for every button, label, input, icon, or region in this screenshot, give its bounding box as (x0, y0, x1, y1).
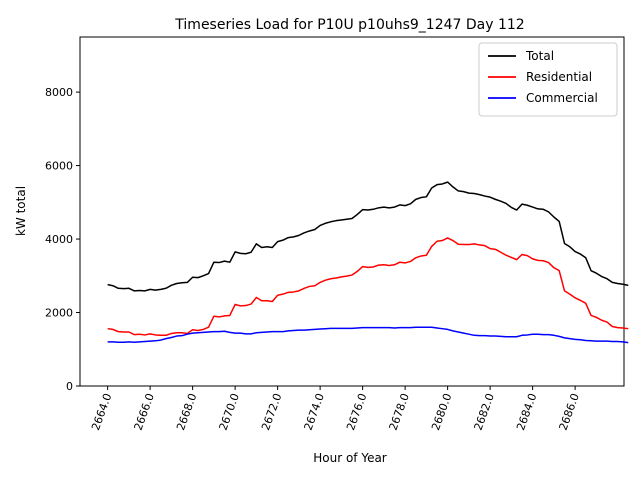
x-tick-label: 2674.0 (302, 392, 327, 433)
x-tick-label: 2672.0 (259, 392, 284, 433)
legend: Total Residential Commercial (478, 42, 618, 117)
series-line-total (107, 181, 629, 292)
x-tick-label: 2684.0 (514, 392, 539, 433)
x-tick-label: 2668.0 (174, 392, 199, 433)
x-axis: 2664.0 2666.0 2668.0 2670.0 2672.0 2674.0 2676… (89, 386, 582, 432)
legend-label-residential: Residential (526, 70, 592, 84)
x-tick-label: 2676.0 (344, 392, 369, 433)
y-tick-label: 2000 (45, 307, 73, 320)
x-tick-label: 2680.0 (429, 392, 454, 433)
x-tick-label: 2686.0 (557, 392, 582, 433)
y-tick-label: 0 (66, 380, 73, 393)
x-tick-label: 2682.0 (472, 392, 497, 433)
x-tick-label: 2664.0 (89, 392, 114, 433)
legend-label-total: Total (525, 49, 554, 63)
y-tick-label: 6000 (45, 160, 73, 173)
y-tick-label: 4000 (45, 233, 73, 246)
y-tick-label: 8000 (45, 86, 73, 99)
y-axis-label: kW total (14, 186, 28, 236)
series-line-commercial (107, 326, 629, 344)
legend-label-commercial: Commercial (526, 91, 598, 105)
x-tick-label: 2666.0 (132, 392, 157, 433)
y-axis: 0 2000 4000 6000 8000 (45, 86, 80, 393)
x-tick-label: 2678.0 (387, 392, 412, 433)
chart-title: Timeseries Load for P10U p10uhs9_1247 Da… (174, 17, 524, 33)
x-axis-label: Hour of Year (313, 451, 387, 465)
series-line-residential (107, 237, 629, 337)
series-layer (107, 181, 629, 344)
x-tick-label: 2670.0 (217, 392, 242, 433)
